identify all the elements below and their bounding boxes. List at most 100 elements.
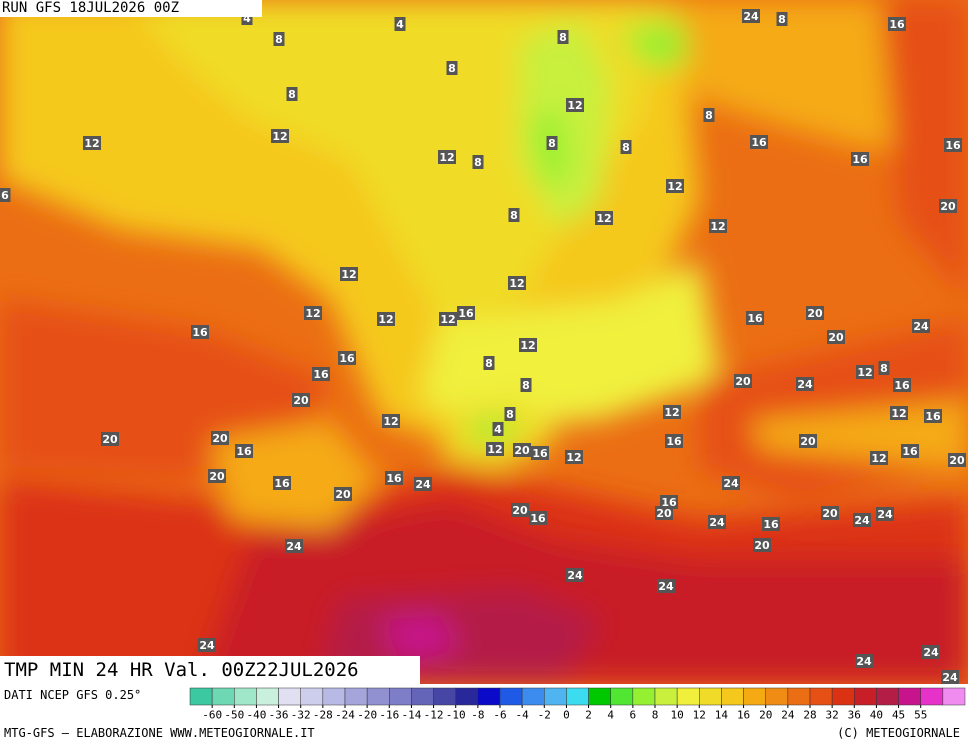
label-box <box>663 405 681 419</box>
temperature-label: 16 <box>661 496 677 509</box>
label-box <box>750 135 768 149</box>
temperature-label: 16 <box>236 445 252 458</box>
scale-swatch <box>411 687 434 706</box>
temperature-label: 4 <box>243 12 251 25</box>
label-box <box>703 108 715 122</box>
scale-swatch <box>588 687 611 706</box>
scale-swatch <box>211 687 235 706</box>
label-box <box>101 432 119 446</box>
label-box <box>901 444 919 458</box>
temperature-label: 20 <box>735 375 751 388</box>
scale-swatch <box>942 687 966 706</box>
scale-tick-label: 45 <box>892 709 905 722</box>
temperature-label: 12 <box>272 130 287 143</box>
temperature-label: 8 <box>622 141 630 154</box>
temperature-label: 8 <box>275 33 283 46</box>
label-box <box>796 377 814 391</box>
label-box <box>546 136 558 150</box>
label-box <box>665 434 683 448</box>
label-box <box>385 471 403 485</box>
temperature-label: 16 <box>852 153 868 166</box>
scale-swatch <box>189 687 213 706</box>
label-box <box>483 356 495 370</box>
temperature-label: 12 <box>487 443 502 456</box>
scale-tick-label: -16 <box>379 709 399 722</box>
label-box <box>211 431 229 445</box>
label-box <box>620 140 632 154</box>
temperature-label: 12 <box>871 452 886 465</box>
label-box <box>853 513 871 527</box>
temperature-label: 16 <box>902 445 918 458</box>
label-box <box>922 645 940 659</box>
scale-tick-label: -40 <box>246 709 266 722</box>
label-box <box>273 476 291 490</box>
label-box <box>304 306 322 320</box>
temperature-label: 16 <box>751 136 767 149</box>
temperature-label: 24 <box>923 646 939 659</box>
scale-tick-label: -36 <box>269 709 289 722</box>
label-box <box>776 12 788 26</box>
scale-swatch <box>876 687 899 706</box>
temperature-label: 24 <box>567 569 583 582</box>
temperature-label: 16 <box>532 447 548 460</box>
temperature-label: 20 <box>656 507 672 520</box>
scale-tick-label: 16 <box>737 709 750 722</box>
scale-tick-label: -50 <box>224 709 244 722</box>
label-box <box>657 579 675 593</box>
label-box <box>666 179 684 193</box>
label-box <box>513 443 531 457</box>
temperature-label: 12 <box>891 407 906 420</box>
scale-tick-label: -14 <box>401 709 421 722</box>
scale-swatch <box>521 687 545 706</box>
label-box <box>340 267 358 281</box>
temperature-label: 16 <box>386 472 402 485</box>
scale-swatch <box>477 687 501 706</box>
label-box <box>191 325 209 339</box>
label-box <box>286 87 298 101</box>
scale-swatch <box>721 687 744 706</box>
scale-swatch <box>654 687 678 706</box>
temperature-label: 16 <box>894 379 910 392</box>
label-box <box>446 61 458 75</box>
label-box <box>414 477 432 491</box>
temperature-label: 4 <box>396 18 404 31</box>
label-box <box>531 446 549 460</box>
map-title: TMP MIN 24 HR Val. 00Z22JUL2026 <box>0 656 420 684</box>
label-box <box>799 434 817 448</box>
label-box <box>708 515 726 529</box>
label-box <box>827 330 845 344</box>
scale-swatch <box>854 687 877 706</box>
label-box <box>851 152 869 166</box>
temperature-label: 16 <box>458 307 474 320</box>
scale-swatch <box>544 687 567 706</box>
label-box <box>292 393 310 407</box>
temperature-label: 8 <box>474 156 482 169</box>
label-box <box>746 311 764 325</box>
scale-swatch <box>787 687 811 706</box>
temperature-label: 20 <box>212 432 228 445</box>
scale-swatch <box>898 687 921 706</box>
credit-left: MTG-GFS — ELABORAZIONE WWW.METEOGIORNALE… <box>4 726 315 740</box>
scale-swatch <box>676 687 700 706</box>
label-box <box>870 451 888 465</box>
temperature-label: 20 <box>293 394 309 407</box>
temperature-label: 20 <box>949 454 965 467</box>
temperature-label: 12 <box>341 268 356 281</box>
scale-swatch <box>256 687 279 706</box>
label-box <box>457 306 475 320</box>
scale-tick-label: -8 <box>471 709 484 722</box>
label-box <box>504 407 516 421</box>
temperature-label: 24 <box>743 10 759 23</box>
label-box <box>806 306 824 320</box>
temperature-label: 24 <box>854 514 870 527</box>
label-box <box>912 319 930 333</box>
scale-swatch <box>234 687 257 706</box>
label-box <box>508 208 520 222</box>
scale-tick-label: 32 <box>826 709 839 722</box>
temperature-label: 12 <box>667 180 682 193</box>
label-box <box>394 17 406 31</box>
temperature-label: 20 <box>800 435 816 448</box>
label-box <box>241 11 253 25</box>
